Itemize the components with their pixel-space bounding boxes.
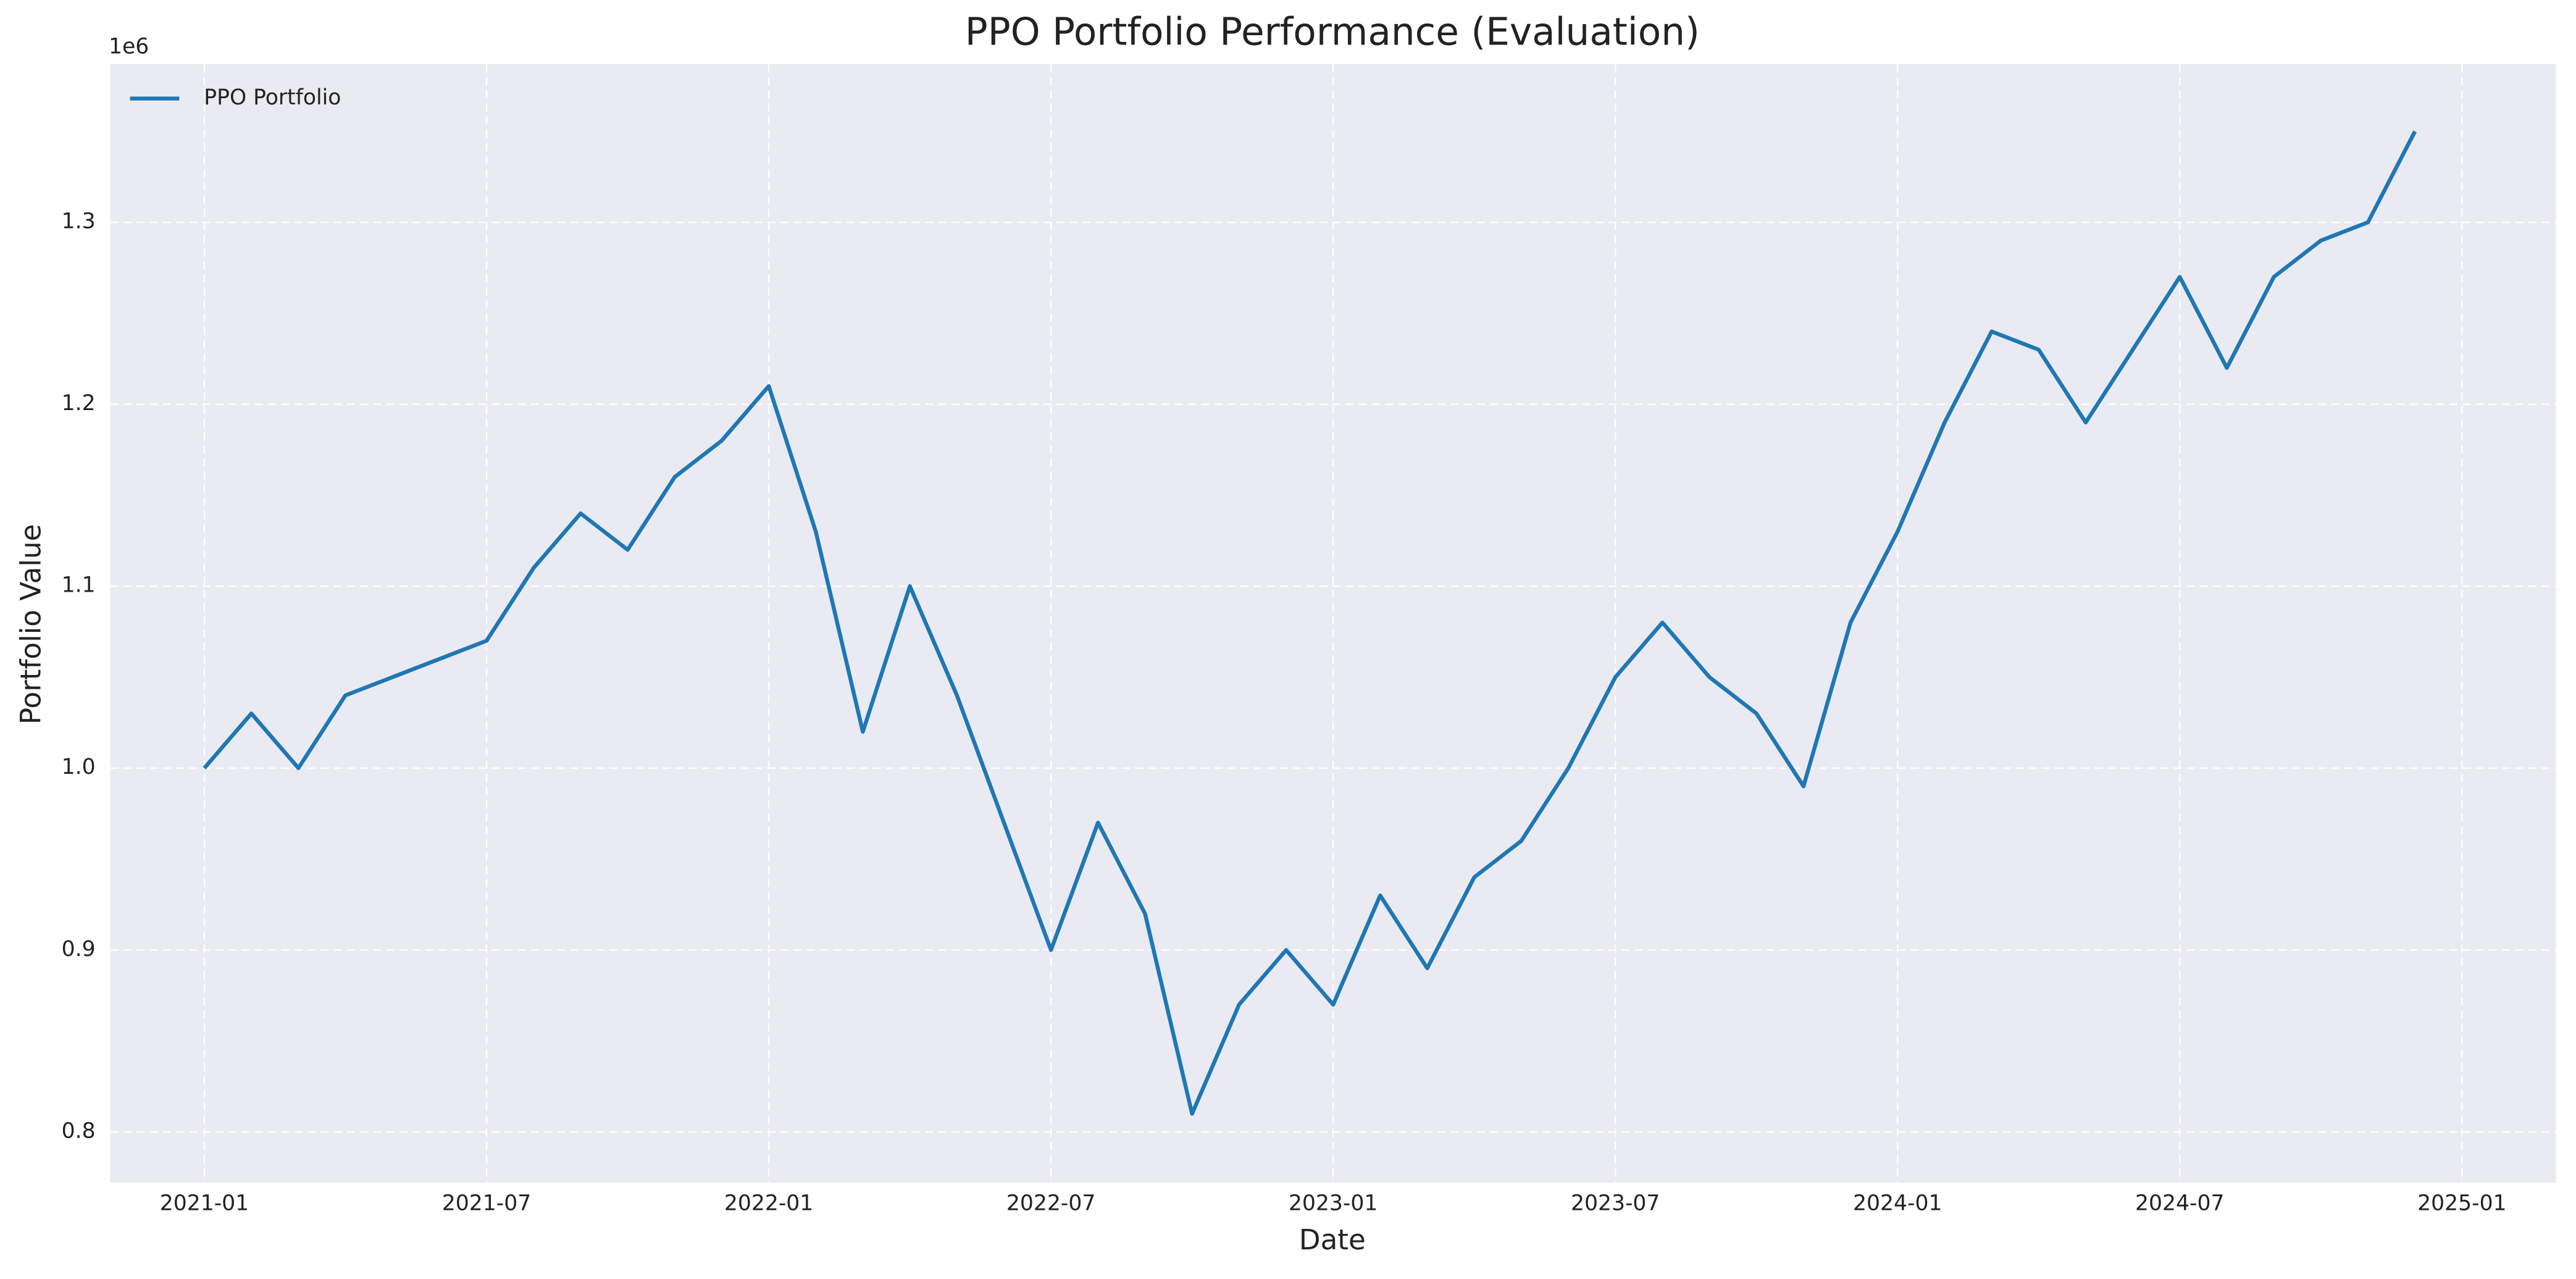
legend-label: PPO Portfolio: [204, 85, 341, 110]
y-tick-label: 0.8: [62, 1118, 96, 1143]
y-tick-label: 0.9: [62, 937, 96, 962]
y-offset-label: 1e6: [109, 35, 149, 59]
data-line: [203, 130, 2417, 1116]
y-tick-label: 1.3: [62, 209, 96, 234]
y-tick-label: 1.1: [62, 573, 96, 598]
y-axis-label: Portfolio Value: [15, 524, 48, 725]
x-axis-label: Date: [1299, 1223, 1366, 1256]
x-tick-label: 2022-01: [724, 1191, 813, 1215]
x-tick-label: 2023-07: [1571, 1191, 1660, 1215]
x-tick-label: 2024-07: [2135, 1191, 2224, 1215]
y-tick-label: 1.2: [62, 391, 96, 416]
x-tick-label: 2022-07: [1006, 1191, 1095, 1215]
chart-title: PPO Portfolio Performance (Evaluation): [965, 10, 1700, 54]
x-tick-label: 2025-01: [2417, 1191, 2506, 1215]
x-tick-label: 2024-01: [1853, 1191, 1942, 1215]
y-tick-label: 1.0: [62, 755, 96, 779]
x-tick-label: 2021-07: [442, 1191, 531, 1215]
x-tick-label: 2023-01: [1289, 1191, 1378, 1215]
x-tick-label: 2021-01: [160, 1191, 249, 1215]
